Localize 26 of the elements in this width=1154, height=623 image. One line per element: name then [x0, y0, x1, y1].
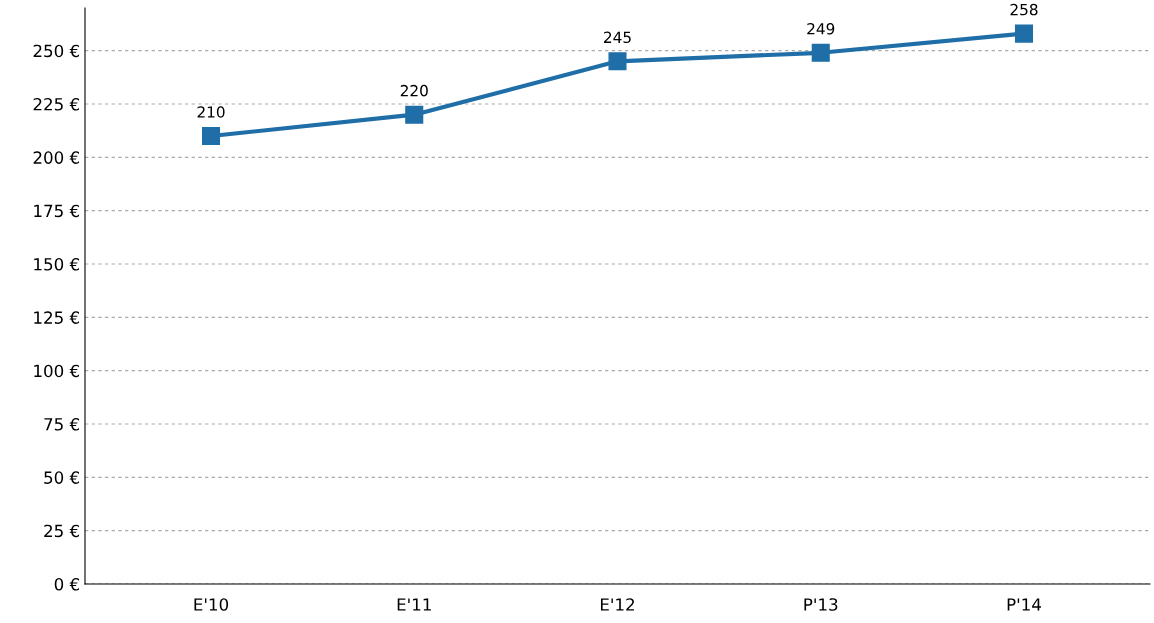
y-tick-label: 250 €: [33, 44, 80, 58]
data-label: 210: [197, 106, 225, 118]
y-tick-label: 125 €: [34, 311, 80, 324]
point: [405, 105, 424, 124]
y-tick-label: 100 €: [34, 364, 80, 378]
data-label: 220: [400, 84, 428, 97]
x-tick-label: P'14: [1007, 598, 1041, 611]
y-tick-label: 200 €: [33, 151, 80, 164]
y-tick-label: 50 €: [44, 471, 80, 484]
x-tick-label: E'10: [194, 598, 229, 611]
data-label: 245: [604, 31, 631, 44]
y-tick-label: 75 €: [44, 417, 80, 431]
point: [1014, 24, 1034, 43]
data-label: 249: [807, 23, 835, 35]
x-tick-label: E'12: [600, 598, 634, 611]
x-tick-label: P'13: [804, 598, 838, 611]
x-tick-label: E'11: [397, 598, 431, 611]
y-tick-label: 0 €: [54, 577, 80, 591]
y-tick-label: 175 €: [34, 204, 80, 218]
y-tick-label: 225 €: [33, 97, 80, 111]
point: [201, 126, 221, 146]
point: [608, 52, 627, 71]
y-tick-label: 25 €: [44, 524, 80, 538]
y-tick-label: 150 €: [34, 257, 80, 271]
point: [811, 43, 830, 62]
data-label: 258: [1010, 3, 1038, 16]
